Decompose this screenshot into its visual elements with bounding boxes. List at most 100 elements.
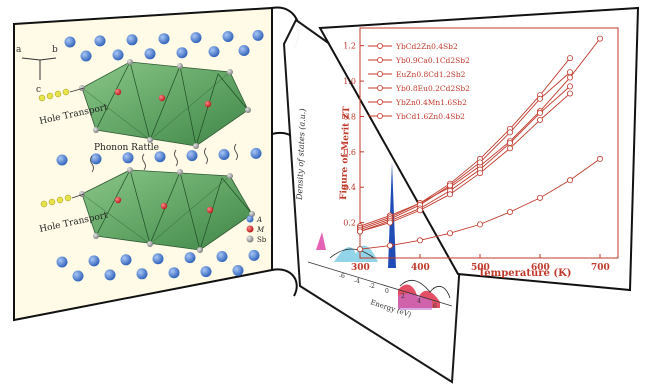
- zt-data-point: [567, 83, 574, 90]
- legend-sb-label: Sb: [257, 236, 267, 244]
- zt-data-point: [506, 145, 513, 152]
- zt-legend-label: YbCd2Zn0.4Sb2: [395, 42, 458, 51]
- zt-chart: 300 400 500 600 700 0.2 0.4 0.6 0.8 1.0 1.2 YbCd2Zn…: [343, 27, 619, 273]
- zt-data-point: [356, 228, 363, 235]
- a-site-atoms: [56, 29, 264, 282]
- a-site-atom: [200, 266, 212, 278]
- zt-y-tick-label: 0.4: [343, 183, 356, 192]
- zt-y-label: Figure of Merit ZT: [339, 106, 352, 200]
- zt-data-point: [476, 221, 483, 228]
- a-site-atom: [208, 46, 220, 58]
- a-site-atom: [248, 249, 260, 261]
- zt-x-label: Temperature (K): [478, 268, 572, 279]
- zt-y-tick-label: 0.2: [343, 219, 356, 228]
- a-site-atom: [222, 31, 234, 42]
- zt-y-tick-label: 1.0: [343, 77, 356, 86]
- a-site-atom: [190, 32, 202, 44]
- zt-data-point: [506, 208, 513, 215]
- zt-legend-marker: [376, 71, 383, 78]
- dos-tick: 2: [401, 293, 405, 300]
- zt-x-tick-label: 400: [411, 263, 430, 273]
- axes-indicator: a b c: [16, 45, 58, 95]
- hole-chain-top: [38, 87, 85, 102]
- zt-data-point: [476, 159, 483, 166]
- a-site-atom: [238, 45, 250, 56]
- hole-chain-bottom: [40, 193, 85, 208]
- zt-legend-marker: [376, 85, 383, 92]
- a-site-atom: [56, 154, 68, 166]
- zt-data-point: [537, 194, 544, 201]
- zt-data-point: [506, 129, 513, 136]
- zt-legend-label: EuZn0.8Cd1.2Sb2: [396, 70, 466, 79]
- a-site-atom: [216, 251, 228, 262]
- legend-a-label: A: [256, 216, 262, 224]
- zt-legend-label: Yb0.8Eu0.2Cd2Sb2: [395, 84, 470, 93]
- zt-data-point: [597, 155, 604, 162]
- zt-panel: 300 400 500 600 700 0.2 0.4 0.6 0.8 1.0 1.2 YbCd2Zn…: [318, 6, 640, 292]
- legend-m-label: M: [256, 226, 265, 234]
- zt-series-line: [359, 86, 571, 232]
- a-site-atom: [186, 150, 198, 162]
- a-site-atom: [250, 147, 262, 159]
- zt-legend-label: Yb0.9Ca0.1Cd2Sb2: [395, 56, 470, 65]
- dos-y-label: Density of states (a.u.): [295, 108, 307, 201]
- axis-c-label: c: [36, 85, 41, 95]
- a-site-atom: [90, 153, 102, 165]
- zt-y-tick-label: 1.2: [343, 42, 356, 51]
- zt-x-tick-label: 300: [351, 263, 370, 273]
- a-site-atom: [136, 268, 148, 280]
- zt-data-point: [567, 69, 574, 76]
- a-site-atom: [104, 269, 116, 281]
- zt-data-point: [567, 90, 574, 97]
- zt-data-point: [567, 74, 574, 81]
- dos-tick: -6: [339, 273, 345, 280]
- zt-data-point: [567, 55, 574, 62]
- a-site-atom: [158, 33, 170, 45]
- zt-data-point: [567, 177, 574, 184]
- octahedral-layer-bottom: [79, 167, 255, 253]
- zt-data-point: [416, 237, 423, 244]
- a-site-atom: [252, 29, 264, 41]
- zt-data-point: [356, 246, 363, 253]
- phonon-rattle-label: Phonon Rattle: [94, 143, 159, 153]
- zt-x-tick-label: 500: [471, 263, 490, 273]
- zt-y-tick-label: 0.8: [343, 112, 356, 121]
- a-site-atom: [122, 152, 134, 164]
- zt-series-line: [359, 93, 571, 232]
- zt-legend-marker: [376, 57, 383, 64]
- dos-tick: 6: [433, 303, 437, 310]
- a-site-atom: [112, 49, 124, 61]
- zt-data-point: [446, 191, 453, 198]
- a-site-atom: [64, 36, 76, 48]
- a-site-atom: [218, 149, 230, 160]
- zt-data-point: [506, 139, 513, 146]
- dos-tick: -4: [354, 278, 360, 285]
- zt-plot-frame: [359, 27, 619, 259]
- legend-m-swatch: [246, 225, 254, 233]
- a-site-atom: [56, 256, 68, 268]
- octahedral-layer-top: [79, 59, 251, 149]
- zt-x-tick-label: 700: [591, 263, 610, 273]
- a-site-atom: [176, 47, 188, 59]
- zt-legend-label: YbZn0.4Mn1.6Sb2: [395, 98, 467, 107]
- element-legend: A M Sb: [246, 215, 267, 244]
- zt-legend-marker: [376, 113, 383, 120]
- a-site-atom: [120, 254, 132, 266]
- zt-data-point: [537, 109, 544, 116]
- dos-tick: 0: [385, 288, 389, 295]
- legend-sb-swatch: [246, 235, 254, 243]
- axis-a-label: a: [16, 45, 22, 55]
- zt-series-line: [359, 71, 571, 231]
- dos-tick: 4: [417, 298, 421, 305]
- zt-data-point: [537, 117, 544, 124]
- phonon-squiggles: [90, 143, 238, 173]
- a-site-atom: [184, 252, 196, 264]
- a-site-atom: [80, 50, 92, 62]
- a-site-atom: [94, 35, 106, 47]
- zt-legend-marker: [376, 43, 383, 50]
- zt-data-point: [446, 182, 453, 189]
- zt-data-point: [476, 170, 483, 177]
- zt-data-point: [446, 230, 453, 237]
